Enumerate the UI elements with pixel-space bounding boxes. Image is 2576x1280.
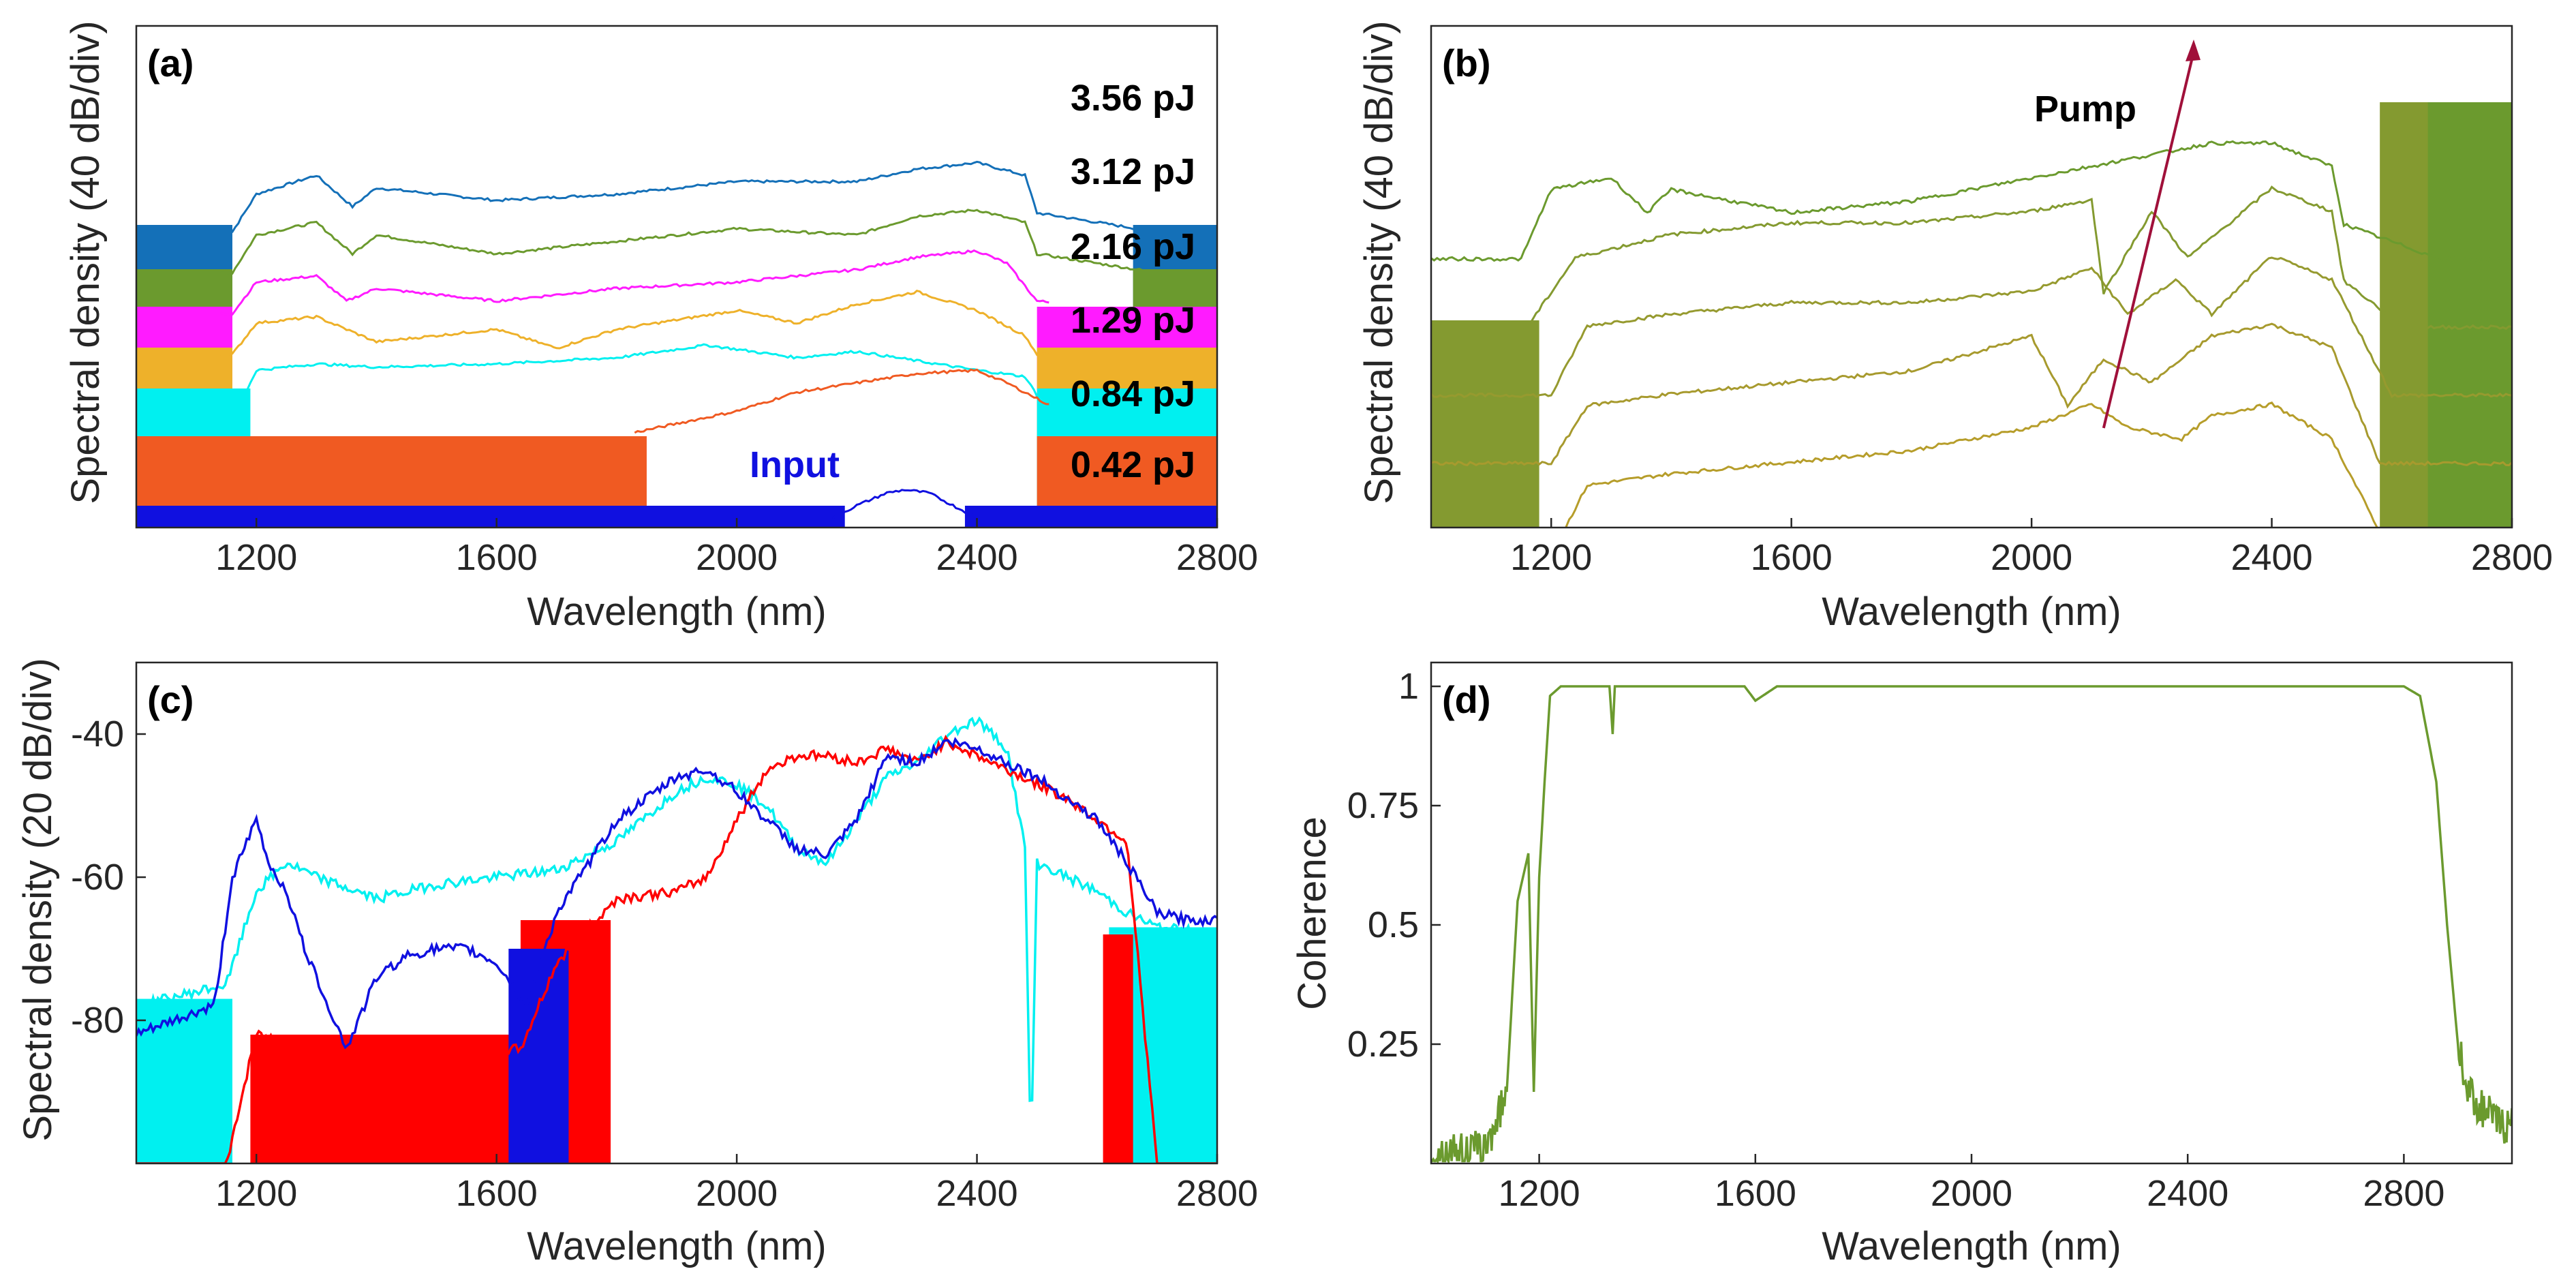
y-ticks-d: 0.25 0.5 0.75 1 bbox=[1347, 666, 1441, 1065]
annotations-b: Pump bbox=[2034, 89, 2136, 129]
noise-red-right bbox=[1103, 934, 1133, 1163]
c-ytick-label: -60 bbox=[71, 857, 124, 898]
panel-c-tag: (c) bbox=[147, 678, 194, 721]
d-xtick-label: 2400 bbox=[2147, 1173, 2228, 1214]
pump-label: Pump bbox=[2034, 89, 2136, 129]
b-xtick-label: 1200 bbox=[1510, 537, 1592, 578]
energy-label-6: 3.56 pJ bbox=[1071, 78, 1195, 119]
d-ytick-label: 0.25 bbox=[1347, 1024, 1419, 1065]
b-xtick-label: 1600 bbox=[1751, 537, 1833, 578]
x-ticks-c: 1200 1600 2000 2400 2800 bbox=[215, 1154, 1258, 1214]
c-xtick-label: 1200 bbox=[215, 1173, 297, 1214]
panel-d-xlabel: Wavelength (nm) bbox=[1822, 1224, 2121, 1268]
spectrum-line-b-3 bbox=[1431, 185, 2512, 331]
d-ytick-label: 0.5 bbox=[1368, 904, 1419, 945]
spectrum-line-b-0 bbox=[1564, 401, 2379, 528]
panel-d: Coherence Wavelength (nm) 1200 1600 2000 24… bbox=[1290, 661, 2513, 1268]
panel-b-tag: (b) bbox=[1442, 42, 1491, 85]
energy-label-3: 1.29 pJ bbox=[1071, 300, 1195, 341]
panel-b-ylabel: Spectral density (40 dB/div) bbox=[1357, 20, 1401, 504]
noise-blue-mid bbox=[508, 949, 569, 1163]
panel-b-xlabel: Wavelength (nm) bbox=[1822, 590, 2121, 634]
x-ticks-a: 1200 1600 2000 2400 2800 bbox=[215, 518, 1258, 578]
plot-area-a bbox=[136, 160, 1217, 528]
b-xtick-label: 2400 bbox=[2230, 537, 2312, 578]
c-ytick-label: -80 bbox=[71, 1000, 124, 1041]
spectrum-line-Input bbox=[831, 489, 978, 520]
b-xtick-label: 2800 bbox=[2471, 537, 2553, 578]
spectrum-line-3-56-pJ bbox=[220, 160, 1146, 234]
axes-frame-c bbox=[135, 661, 1218, 1165]
panel-d-ylabel: Coherence bbox=[1290, 817, 1334, 1010]
panel-c-ylabel: Spectral density (20 dB/div) bbox=[16, 658, 60, 1141]
b-xtick-label: 2000 bbox=[1991, 537, 2072, 578]
panel-a-ylabel: Spectral density (40 dB/div) bbox=[63, 20, 108, 504]
energy-labels-a: 0.42 pJ 0.84 pJ 1.29 pJ 2.16 pJ 3.12 pJ 3.56 … bbox=[750, 78, 1195, 485]
traces-d bbox=[1431, 685, 2512, 1163]
energy-label-5: 3.12 pJ bbox=[1071, 151, 1195, 192]
d-xtick-label: 1600 bbox=[1715, 1173, 1796, 1214]
spectrum-line-0-84-pJ bbox=[238, 343, 1049, 398]
spectrum-line-1-29-pJ bbox=[220, 289, 1049, 357]
panel-c: Spectral density (20 dB/div) Wavelength … bbox=[16, 658, 1258, 1268]
input-label: Input bbox=[750, 444, 840, 485]
traces-b bbox=[1431, 102, 2512, 528]
spectrum-line-c-cyan bbox=[136, 716, 1217, 1102]
c-xtick-label: 2000 bbox=[696, 1173, 778, 1214]
plot-area-d bbox=[1431, 685, 2512, 1163]
d-xtick-label: 2800 bbox=[2363, 1173, 2444, 1214]
panel-a-tag: (a) bbox=[147, 42, 194, 85]
panel-c-xlabel: Wavelength (nm) bbox=[527, 1224, 826, 1268]
a-xtick-label: 2800 bbox=[1176, 537, 1258, 578]
axes-frame-b bbox=[1430, 25, 2513, 529]
panel-d-tag: (d) bbox=[1442, 678, 1491, 721]
energy-label-2: 0.84 pJ bbox=[1071, 374, 1195, 414]
spectrum-line-b-2 bbox=[1431, 256, 2512, 399]
a-xtick-label: 2400 bbox=[936, 537, 1017, 578]
spectrum-line-2-16-pJ bbox=[219, 249, 1049, 316]
a-xtick-label: 1600 bbox=[456, 537, 538, 578]
energy-label-4: 2.16 pJ bbox=[1071, 226, 1195, 267]
spectrum-line-0-42-pJ bbox=[634, 368, 1049, 434]
spectrum-line-3-12-pJ bbox=[220, 209, 1146, 275]
x-ticks-d: 1200 1600 2000 2400 2800 bbox=[1499, 1154, 2444, 1214]
spectrum-line-c-red bbox=[136, 734, 1217, 1163]
traces-c bbox=[136, 716, 1217, 1163]
pump-arrow-shaft bbox=[2102, 51, 2195, 429]
spectrum-line-c-blue bbox=[136, 737, 1217, 1050]
c-xtick-label: 1600 bbox=[456, 1173, 538, 1214]
axes-frame-d bbox=[1430, 661, 2513, 1165]
plot-area-b bbox=[1431, 40, 2512, 528]
panel-a-xlabel: Wavelength (nm) bbox=[527, 590, 826, 634]
noise-floor-0-left bbox=[136, 506, 845, 528]
c-ytick-label: -40 bbox=[71, 714, 124, 755]
spectrum-line-b-1 bbox=[1431, 322, 2512, 467]
d-ytick-label: 1 bbox=[1398, 666, 1419, 707]
c-xtick-label: 2800 bbox=[1176, 1173, 1258, 1214]
noise-block-b-right-top bbox=[2427, 102, 2512, 528]
y-ticks-c: -80 -60 -40 bbox=[71, 714, 146, 1041]
axes-frame-a bbox=[135, 25, 1218, 529]
d-ytick-label: 0.75 bbox=[1347, 785, 1419, 826]
c-xtick-label: 2400 bbox=[936, 1173, 1017, 1214]
pump-arrow-head bbox=[2186, 40, 2201, 61]
spectrum-line-b-4 bbox=[1431, 140, 2512, 262]
traces-a bbox=[136, 160, 1217, 528]
energy-label-1: 0.42 pJ bbox=[1071, 444, 1195, 485]
coherence-line bbox=[1431, 685, 2512, 1163]
a-xtick-label: 1200 bbox=[215, 537, 297, 578]
plot-area-c bbox=[136, 716, 1217, 1163]
panel-b: Spectral density (40 dB/div) Wavelength … bbox=[1357, 20, 2553, 634]
noise-block-b-left bbox=[1431, 320, 1539, 528]
d-xtick-label: 2000 bbox=[1931, 1173, 2012, 1214]
d-xtick-label: 1200 bbox=[1499, 1173, 1580, 1214]
a-xtick-label: 2000 bbox=[696, 537, 778, 578]
x-ticks-b: 1200 1600 2000 2400 2800 bbox=[1510, 518, 2553, 578]
noise-floor-0-right bbox=[964, 506, 1217, 528]
noise-red-left bbox=[250, 1035, 521, 1163]
panel-a: Spectral density (40 dB/div) Wavelength … bbox=[63, 20, 1258, 634]
